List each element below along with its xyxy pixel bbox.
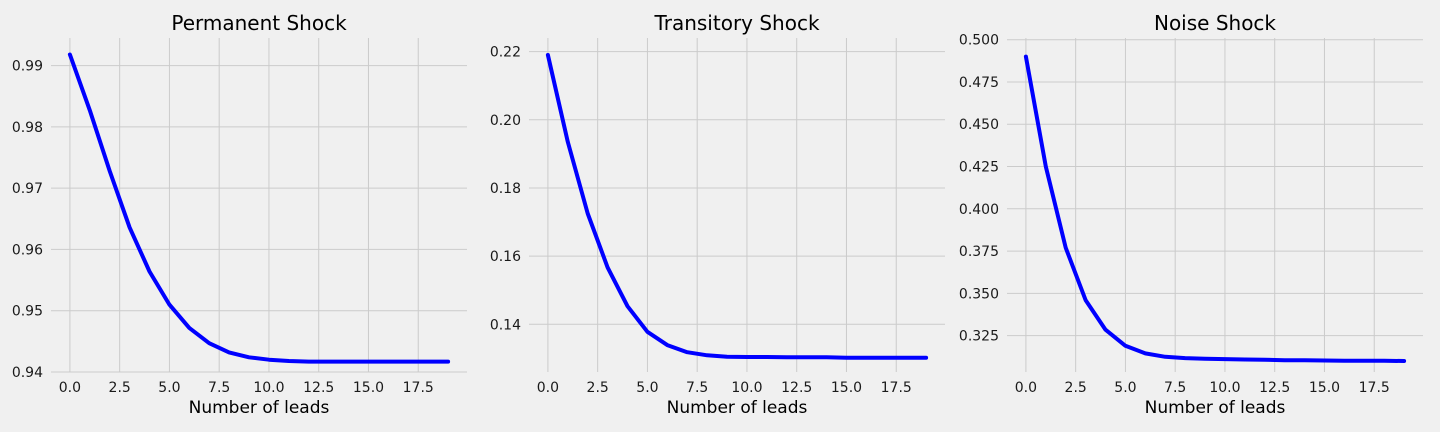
x-tick-label: 15.0	[831, 380, 862, 396]
chart-panel-2: 0.0 2.5 5.0 7.5 10.0 12.5 15.0 17.5 0.325 0.350 0.…	[959, 11, 1423, 418]
y-tick-label: 0.400	[959, 202, 999, 218]
chart-title: Transitory Shock	[653, 11, 820, 35]
x-axis-label: Number of leads	[1145, 398, 1286, 418]
x-tick-label: 10.0	[731, 380, 762, 396]
x-tick-label: 15.0	[353, 380, 384, 396]
y-tick-label: 0.475	[959, 75, 999, 91]
y-tick-label: 0.325	[959, 329, 999, 345]
y-tick-label: 0.425	[959, 160, 999, 176]
x-tick-label: 0.0	[537, 380, 559, 396]
x-tick-label: 17.5	[403, 380, 434, 396]
x-tick-label: 17.5	[1359, 380, 1390, 396]
x-tick-label: 5.0	[158, 380, 180, 396]
y-tick-label: 0.450	[959, 117, 999, 133]
y-tick-label: 0.350	[959, 286, 999, 302]
x-tick-label: 17.5	[881, 380, 912, 396]
series-line	[1023, 54, 1407, 363]
y-tick-label: 0.95	[12, 304, 43, 320]
y-tick-label: 0.98	[12, 120, 43, 136]
y-tick-label: 0.20	[490, 113, 521, 129]
x-tick-label: 15.0	[1309, 380, 1340, 396]
y-tick-label: 0.18	[490, 181, 521, 197]
chart-title: Permanent Shock	[171, 11, 347, 35]
y-tick-label: 0.97	[12, 181, 43, 197]
y-tick-label: 0.375	[959, 244, 999, 260]
x-tick-label: 2.5	[587, 380, 609, 396]
x-tick-label: 0.0	[59, 380, 81, 396]
x-tick-label: 0.0	[1015, 380, 1037, 396]
chart-panel-0: 0.0 2.5 5.0 7.5 10.0 12.5 15.0 17.5 0.94 0.95 0.96…	[12, 11, 467, 418]
x-axis-label: Number of leads	[667, 398, 808, 418]
x-axis-label: Number of leads	[189, 398, 330, 418]
series-line	[67, 52, 451, 364]
x-tick-label: 7.5	[686, 380, 708, 396]
x-tick-label: 12.5	[781, 380, 812, 396]
x-tick-label: 7.5	[1164, 380, 1186, 396]
series-line	[545, 53, 929, 360]
x-tick-label: 12.5	[303, 380, 334, 396]
y-tick-label: 0.99	[12, 59, 43, 75]
x-tick-label: 5.0	[636, 380, 658, 396]
x-tick-label: 10.0	[1209, 380, 1240, 396]
x-tick-label: 12.5	[1259, 380, 1290, 396]
y-tick-label: 0.96	[12, 242, 43, 258]
y-tick-label: 0.14	[490, 317, 521, 333]
y-tick-label: 0.22	[490, 45, 521, 61]
x-tick-label: 5.0	[1114, 380, 1136, 396]
x-tick-label: 7.5	[208, 380, 230, 396]
y-tick-label: 0.16	[490, 249, 521, 265]
x-tick-label: 2.5	[1065, 380, 1087, 396]
x-tick-label: 10.0	[253, 380, 284, 396]
chart-title: Noise Shock	[1154, 11, 1276, 35]
chart-panel-1: 0.0 2.5 5.0 7.5 10.0 12.5 15.0 17.5 0.14 0.16 0.18…	[490, 11, 945, 418]
y-tick-label: 0.500	[959, 33, 999, 49]
x-tick-label: 2.5	[109, 380, 131, 396]
y-tick-label: 0.94	[12, 365, 43, 381]
